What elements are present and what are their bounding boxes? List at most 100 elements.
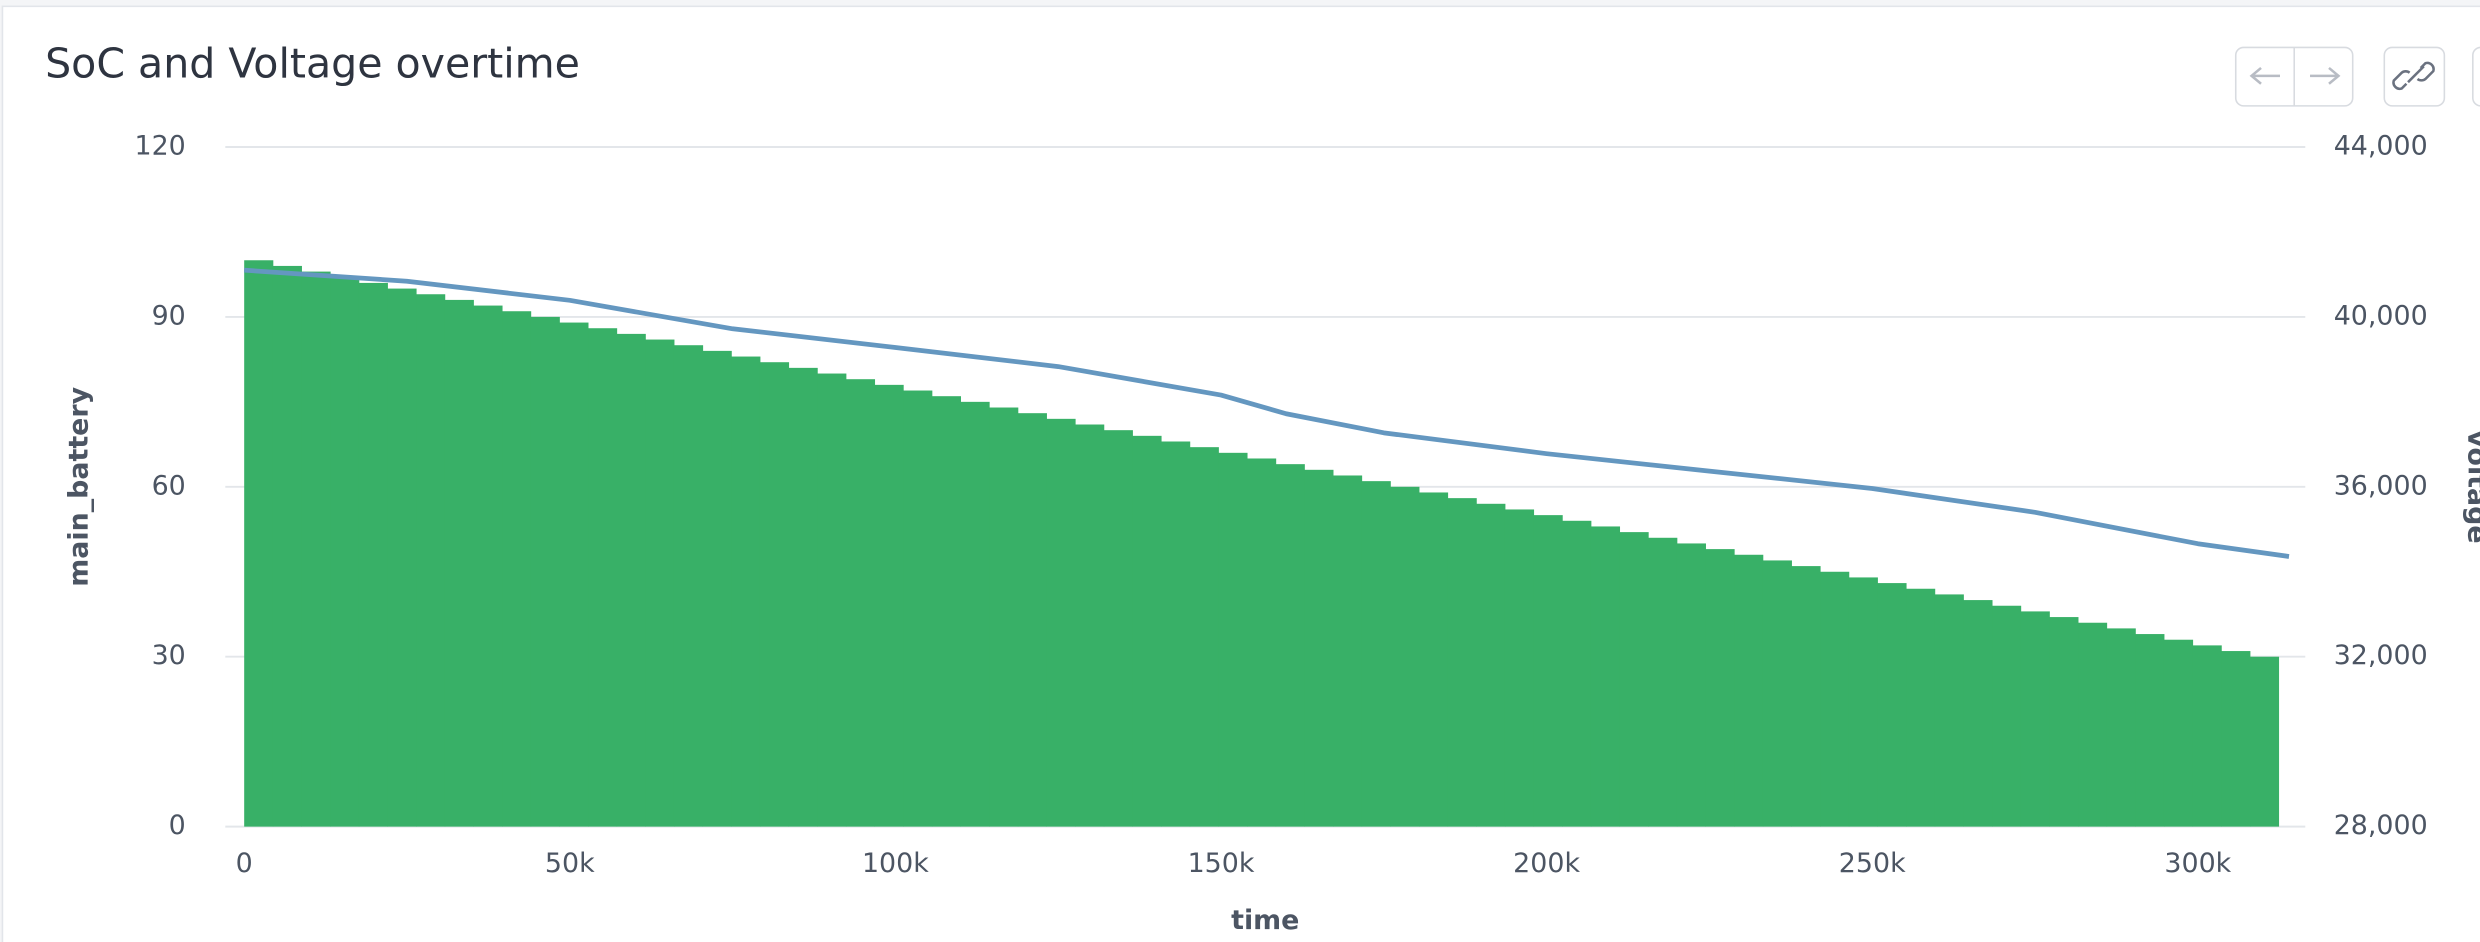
bar	[1017, 413, 1047, 827]
bar	[1103, 430, 1133, 827]
bar	[1132, 435, 1162, 827]
bar	[2078, 622, 2108, 827]
bar	[1075, 424, 1105, 827]
line	[244, 267, 2290, 559]
bar	[1676, 543, 1706, 827]
bar	[1820, 571, 1850, 827]
bar	[1418, 492, 1449, 827]
bar	[1390, 486, 1420, 827]
bar	[1361, 481, 1391, 827]
bar	[817, 373, 847, 827]
bar	[2135, 634, 2165, 827]
next-arrow[interactable]	[2310, 66, 2341, 85]
bar	[1648, 537, 1678, 827]
y2-tick-label: 36,000	[2334, 470, 2428, 501]
bar	[2049, 617, 2079, 827]
bar	[1963, 600, 1993, 827]
bar	[2020, 611, 2050, 827]
y-tick-label: 60	[152, 470, 186, 501]
bar	[358, 282, 388, 827]
bar	[673, 345, 704, 827]
bar	[759, 362, 790, 827]
bar	[559, 322, 589, 827]
bar	[1333, 475, 1363, 827]
x-tick-label: 250k	[1839, 848, 1906, 879]
bar	[330, 277, 360, 827]
bar	[1161, 441, 1191, 827]
bar	[473, 305, 503, 827]
bar	[1619, 532, 1649, 827]
y2-tick-label: 28,000	[2334, 810, 2428, 841]
bar	[1762, 560, 1792, 827]
y-tick-label: 120	[135, 130, 186, 161]
x-tick-label: 50k	[545, 848, 595, 879]
more-button[interactable]	[2472, 46, 2480, 107]
bar	[502, 311, 532, 827]
bar	[2106, 628, 2136, 827]
bar	[1906, 588, 1936, 827]
bar	[989, 407, 1019, 827]
bar	[1046, 418, 1076, 827]
nav-buttons[interactable]	[2234, 46, 2480, 107]
bar	[1734, 554, 1764, 827]
bar	[616, 333, 646, 827]
x-tick-label: 200k	[1513, 848, 1580, 879]
bar	[2221, 651, 2251, 827]
bar	[645, 339, 675, 827]
bar	[244, 260, 274, 827]
bar	[1848, 577, 1878, 827]
x-axis-label: time	[1231, 905, 1299, 936]
bar	[1218, 452, 1248, 827]
bar	[272, 265, 302, 827]
y-axis-label: main_battery	[63, 386, 94, 586]
bar	[1476, 503, 1506, 827]
y2-tick-label: 32,000	[2334, 640, 2428, 671]
bar	[444, 299, 474, 827]
x-tick-label: 300k	[2164, 848, 2231, 879]
bar	[1447, 498, 1477, 827]
bar	[530, 316, 560, 827]
bar	[301, 271, 331, 827]
bar	[731, 356, 761, 827]
bar	[2163, 639, 2194, 827]
bar	[2192, 645, 2222, 827]
chart-title: SoC and Voltage overtime	[45, 39, 580, 87]
bar	[1934, 594, 1964, 827]
bar	[416, 294, 446, 827]
bar	[903, 390, 933, 827]
y-tick-label: 0	[169, 810, 186, 841]
bar	[1189, 447, 1219, 827]
x-tick-label: 150k	[1188, 848, 1255, 879]
y2-tick-label: 44,000	[2334, 130, 2428, 161]
bar	[1590, 526, 1621, 827]
prev-arrow[interactable]	[2249, 66, 2280, 85]
y2-tick-label: 40,000	[2334, 300, 2428, 331]
bar	[931, 396, 961, 827]
bar	[1304, 469, 1334, 827]
bar	[387, 288, 417, 827]
bar	[1992, 605, 2022, 827]
bar	[845, 379, 876, 827]
bar	[588, 328, 618, 827]
y2-axis-label: voltage	[2461, 430, 2480, 544]
bar	[1533, 515, 1563, 827]
bar	[874, 384, 904, 827]
y-tick-label: 30	[152, 640, 186, 671]
bar	[1877, 583, 1907, 827]
bar	[2249, 656, 2280, 827]
bar	[1275, 464, 1305, 827]
x-tick-label: 0	[236, 848, 253, 879]
bar	[1504, 509, 1535, 827]
y-tick-label: 90	[152, 300, 186, 331]
bar	[788, 367, 818, 827]
link-icon	[2392, 61, 2435, 91]
bar	[960, 401, 990, 827]
bar	[1562, 520, 1592, 827]
bar	[1705, 549, 1735, 827]
bar	[702, 350, 732, 827]
x-tick-label: 100k	[862, 848, 929, 879]
bar	[1791, 566, 1821, 827]
bar	[1247, 458, 1277, 827]
